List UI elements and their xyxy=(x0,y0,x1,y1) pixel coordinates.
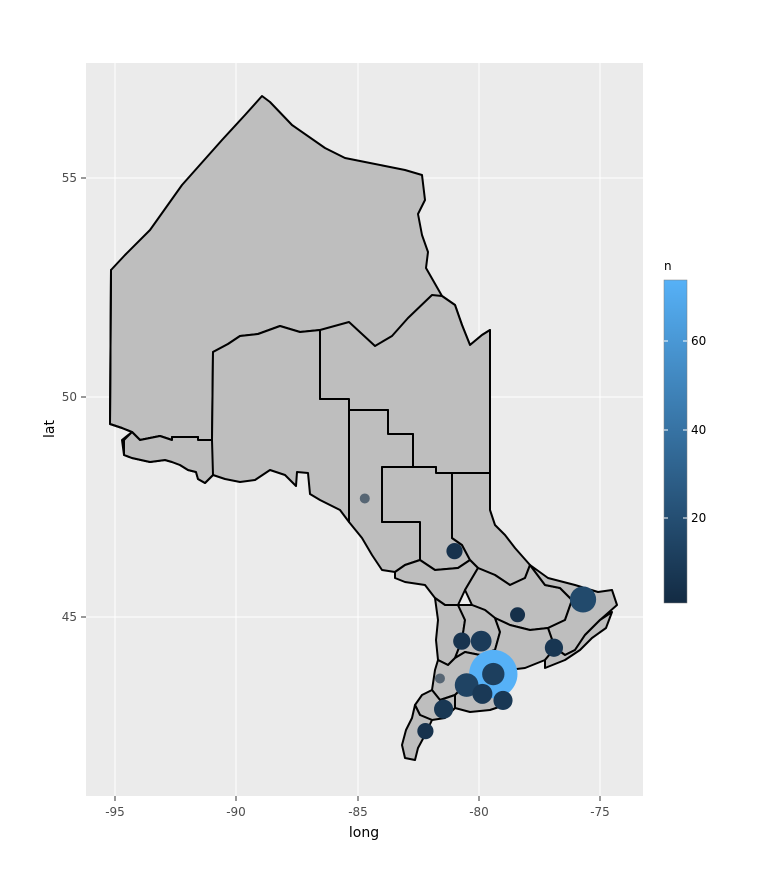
data-point-4 xyxy=(470,630,492,652)
data-point-10 xyxy=(417,723,434,740)
data-point-7 xyxy=(434,699,454,719)
y-axis xyxy=(81,177,86,618)
legend-label-60: 60 xyxy=(691,334,706,348)
region-eastern xyxy=(544,611,613,669)
data-point-11 xyxy=(446,543,463,560)
data-point-2 xyxy=(454,673,479,697)
legend-colorbar xyxy=(663,279,688,604)
x-axis-title: long xyxy=(349,825,379,841)
data-point-5 xyxy=(472,683,493,704)
y-tick-label-50: 50 xyxy=(62,390,77,404)
legend-label-20: 20 xyxy=(691,511,706,525)
x-tick-label--75: -75 xyxy=(590,805,610,819)
data-point-12 xyxy=(510,607,526,623)
points-layer xyxy=(359,493,597,740)
x-tick-label--90: -90 xyxy=(226,805,246,819)
x-tick-label--80: -80 xyxy=(469,805,489,819)
data-point-13 xyxy=(359,493,370,504)
color-legend: n 60 40 20 xyxy=(663,259,706,604)
data-point-8 xyxy=(544,638,564,657)
y-tick-label-55: 55 xyxy=(62,171,77,185)
data-point-1 xyxy=(569,586,597,613)
data-point-9 xyxy=(453,632,471,650)
legend-label-40: 40 xyxy=(691,423,706,437)
data-point-3 xyxy=(482,662,505,686)
data-point-14 xyxy=(434,673,445,684)
x-tick-label--95: -95 xyxy=(105,805,125,819)
legend-title: n xyxy=(664,259,672,273)
ontario-regions xyxy=(109,95,618,761)
y-axis-title: lat xyxy=(42,420,58,438)
x-tick-label--85: -85 xyxy=(348,805,368,819)
region-rainy-river xyxy=(109,269,214,484)
y-tick-label-45: 45 xyxy=(62,610,77,624)
data-point-6 xyxy=(493,690,513,710)
x-axis xyxy=(114,796,601,801)
region-essex xyxy=(401,704,433,761)
